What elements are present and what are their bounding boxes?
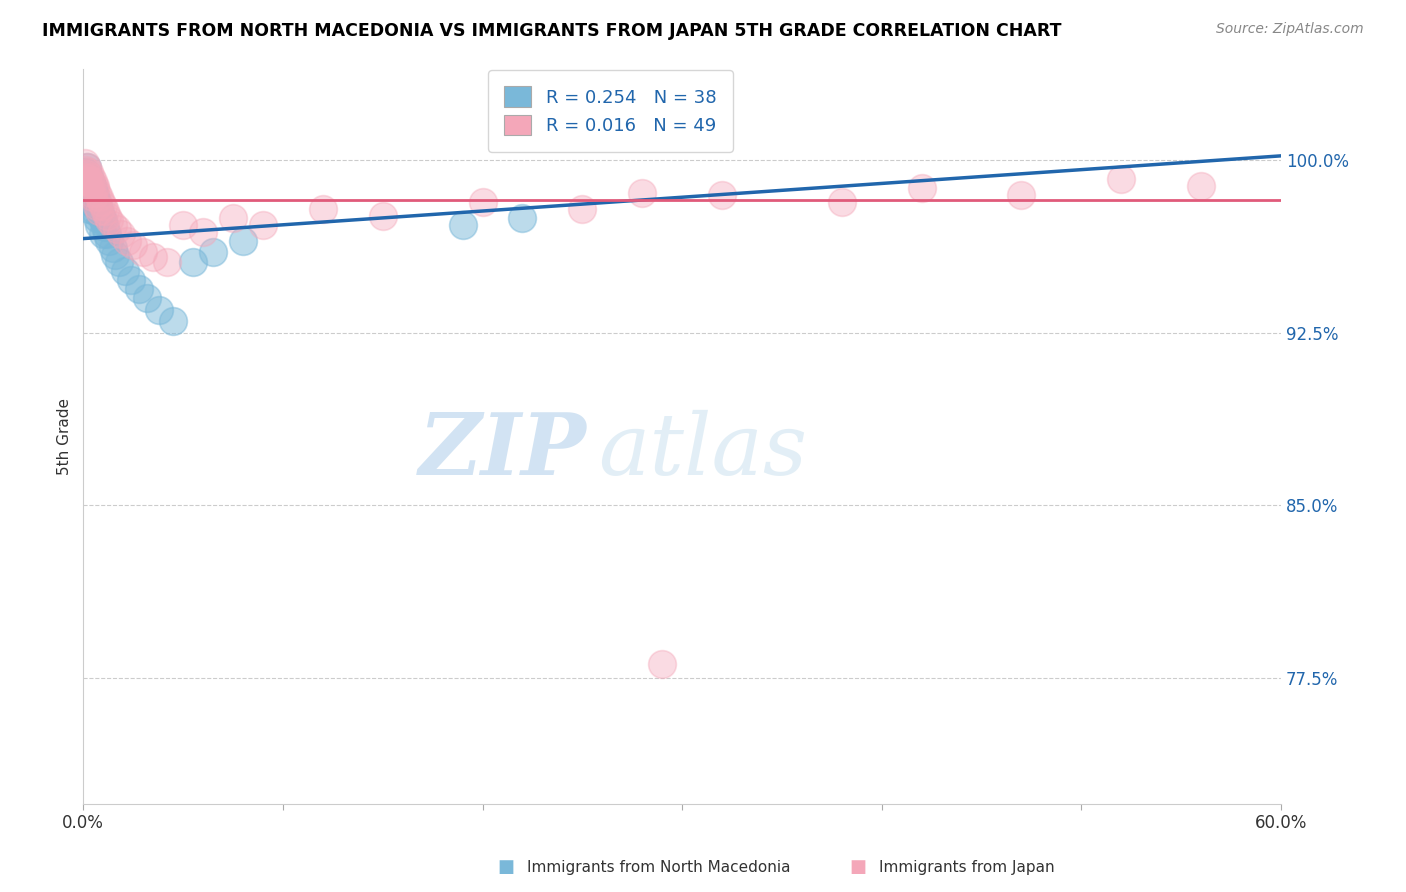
- Point: [91, 213, 114, 227]
- Point: [115, 234, 138, 248]
- Point: [94, 220, 117, 235]
- Point: [1011, 188, 1033, 202]
- Point: [103, 241, 125, 255]
- Point: [181, 254, 204, 268]
- Point: [132, 245, 155, 260]
- Point: [76, 167, 98, 181]
- Point: [1109, 171, 1132, 186]
- Point: [451, 218, 474, 232]
- Point: [76, 174, 98, 188]
- Point: [571, 202, 593, 216]
- Point: [77, 169, 100, 184]
- Point: [142, 250, 165, 264]
- Point: [162, 314, 184, 328]
- Point: [75, 155, 97, 169]
- Point: [651, 657, 673, 671]
- Point: [122, 238, 145, 252]
- Point: [80, 177, 103, 191]
- Point: [96, 227, 118, 241]
- Point: [312, 202, 335, 216]
- Text: Source: ZipAtlas.com: Source: ZipAtlas.com: [1216, 22, 1364, 37]
- Point: [77, 181, 100, 195]
- Point: [76, 190, 98, 204]
- Point: [75, 169, 97, 184]
- Point: [114, 264, 136, 278]
- Point: [831, 194, 853, 209]
- Point: [202, 245, 225, 260]
- Legend: R = 0.254   N = 38, R = 0.016   N = 49: R = 0.254 N = 38, R = 0.016 N = 49: [488, 70, 733, 152]
- Point: [84, 188, 107, 202]
- Point: [512, 211, 534, 225]
- Point: [84, 181, 107, 195]
- Point: [76, 161, 98, 175]
- Point: [104, 248, 127, 262]
- Y-axis label: 5th Grade: 5th Grade: [58, 398, 72, 475]
- Point: [86, 211, 108, 225]
- Point: [108, 254, 131, 268]
- Point: [148, 302, 170, 317]
- Text: Immigrants from North Macedonia: Immigrants from North Macedonia: [527, 860, 790, 874]
- Text: ■: ■: [498, 858, 515, 876]
- Point: [82, 197, 104, 211]
- Point: [98, 234, 121, 248]
- Point: [77, 202, 100, 216]
- Point: [89, 204, 111, 219]
- Point: [91, 199, 114, 213]
- Text: ■: ■: [849, 858, 866, 876]
- Text: atlas: atlas: [599, 409, 807, 492]
- Point: [252, 218, 274, 232]
- Point: [86, 199, 108, 213]
- Point: [82, 181, 104, 195]
- Point: [89, 202, 111, 216]
- Point: [232, 234, 254, 248]
- Point: [136, 291, 159, 305]
- Point: [82, 174, 104, 188]
- Point: [90, 209, 112, 223]
- Point: [76, 174, 98, 188]
- Point: [77, 165, 100, 179]
- Point: [84, 204, 107, 219]
- Point: [191, 225, 214, 239]
- Point: [76, 161, 98, 175]
- Point: [90, 194, 112, 209]
- Point: [84, 178, 107, 193]
- Point: [91, 227, 114, 241]
- Point: [80, 169, 103, 184]
- Point: [172, 218, 194, 232]
- Point: [80, 186, 103, 200]
- Point: [89, 190, 111, 204]
- Point: [75, 165, 97, 179]
- Point: [98, 213, 121, 227]
- Point: [75, 162, 97, 177]
- Point: [77, 171, 100, 186]
- Point: [471, 194, 494, 209]
- Text: IMMIGRANTS FROM NORTH MACEDONIA VS IMMIGRANTS FROM JAPAN 5TH GRADE CORRELATION C: IMMIGRANTS FROM NORTH MACEDONIA VS IMMIG…: [42, 22, 1062, 40]
- Point: [89, 218, 111, 232]
- Point: [110, 227, 132, 241]
- Point: [911, 181, 934, 195]
- Point: [86, 186, 108, 200]
- Point: [80, 177, 103, 191]
- Point: [120, 273, 142, 287]
- Point: [371, 209, 394, 223]
- Point: [1189, 178, 1212, 193]
- Point: [222, 211, 245, 225]
- Point: [105, 222, 128, 236]
- Point: [77, 186, 100, 200]
- Point: [80, 194, 103, 209]
- Point: [711, 188, 734, 202]
- Point: [82, 190, 104, 204]
- Text: Immigrants from Japan: Immigrants from Japan: [879, 860, 1054, 874]
- Text: ZIP: ZIP: [419, 409, 586, 492]
- Point: [156, 254, 179, 268]
- Point: [631, 186, 654, 200]
- Point: [103, 218, 125, 232]
- Point: [96, 209, 118, 223]
- Point: [94, 204, 117, 219]
- Point: [75, 181, 97, 195]
- Point: [86, 194, 108, 209]
- Point: [128, 282, 150, 296]
